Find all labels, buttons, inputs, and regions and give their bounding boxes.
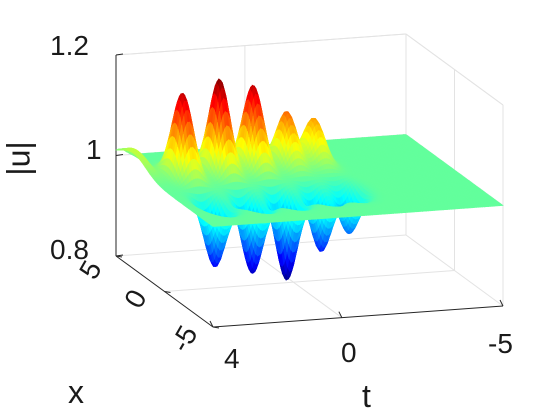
x-tick	[164, 291, 171, 293]
t-tick	[338, 311, 343, 318]
grid-line	[164, 270, 455, 292]
z-tick	[115, 154, 124, 156]
x-tick	[115, 255, 123, 258]
grid-line	[405, 33, 504, 106]
surface-mesh	[114, 78, 504, 281]
grid-line	[115, 33, 407, 56]
z-tick	[115, 53, 124, 56]
t-axis-line	[212, 305, 504, 328]
t-tick	[209, 320, 214, 328]
x-tick	[212, 326, 220, 329]
t-tick	[499, 299, 504, 307]
axes-box	[115, 33, 504, 329]
